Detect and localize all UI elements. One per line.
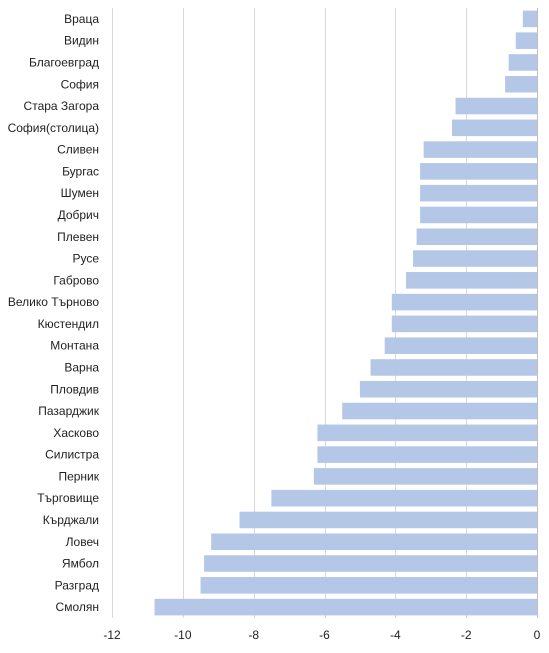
bar <box>423 141 537 158</box>
category-label: Търговище <box>37 491 99 505</box>
category-label: Шумен <box>61 186 99 200</box>
category-label: Враца <box>64 12 99 26</box>
category-label: Смолян <box>56 600 99 614</box>
bar <box>384 337 537 354</box>
bar <box>211 533 537 551</box>
bar <box>342 402 537 420</box>
x-tick-label: -8 <box>248 628 259 642</box>
x-tick-label: 0 <box>534 628 541 642</box>
category-label: Велико Търново <box>8 295 99 309</box>
category-label: Стара Загора <box>24 99 100 113</box>
category-label: Хасково <box>53 426 99 440</box>
bar <box>391 293 537 311</box>
category-label: Видин <box>64 34 99 48</box>
category-label: Добрич <box>58 208 99 222</box>
bar <box>200 577 537 594</box>
x-tick-labels: -12 -10 -8 -6 -4 -2 0 <box>103 628 540 642</box>
bar <box>239 511 537 529</box>
category-label: Бургас <box>62 164 99 178</box>
category-label: Габрово <box>53 273 99 287</box>
bar <box>154 598 537 616</box>
x-tick-label: -12 <box>103 628 121 642</box>
category-label: Ямбол <box>62 557 99 571</box>
bar <box>204 555 538 572</box>
category-label: Русе <box>72 252 99 266</box>
bar <box>505 75 537 93</box>
category-label: Сливен <box>57 143 99 157</box>
x-tick-label: -4 <box>390 628 401 642</box>
category-label: Плевен <box>57 230 99 244</box>
bars <box>154 10 538 616</box>
category-label: Силистра <box>45 448 99 462</box>
bar <box>405 272 537 289</box>
category-label: Ловеч <box>66 535 99 549</box>
bar <box>515 32 537 49</box>
bar <box>452 119 537 137</box>
category-label: Монтана <box>50 339 99 353</box>
x-tick-label: -10 <box>174 628 192 642</box>
bar <box>370 359 537 376</box>
category-label: Варна <box>64 360 99 374</box>
category-labels: Враца Видин Благоевград София Стара Загора Со… <box>8 12 100 614</box>
bar <box>313 468 537 485</box>
bar <box>420 163 537 180</box>
bar <box>391 315 537 333</box>
category-label: Перник <box>58 469 99 483</box>
category-label: Кюстендил <box>38 317 99 331</box>
bar <box>420 206 537 224</box>
category-label: Разград <box>55 578 99 592</box>
category-label: София <box>61 77 99 91</box>
bar <box>416 228 537 246</box>
bar <box>420 184 537 202</box>
category-label: София(столица) <box>8 121 99 135</box>
bar <box>455 97 537 115</box>
x-tick-label: -2 <box>461 628 472 642</box>
bar <box>317 424 537 442</box>
category-label: Благоевград <box>29 55 99 69</box>
x-tick-label: -6 <box>319 628 330 642</box>
category-label: Пазарджик <box>38 404 99 418</box>
bar <box>271 489 537 507</box>
category-label: Пловдив <box>50 382 99 396</box>
bar <box>508 54 537 71</box>
bar <box>413 250 537 267</box>
category-label: Кърджали <box>43 513 99 527</box>
bar <box>522 10 537 28</box>
bar <box>317 446 537 463</box>
bar <box>359 380 537 398</box>
